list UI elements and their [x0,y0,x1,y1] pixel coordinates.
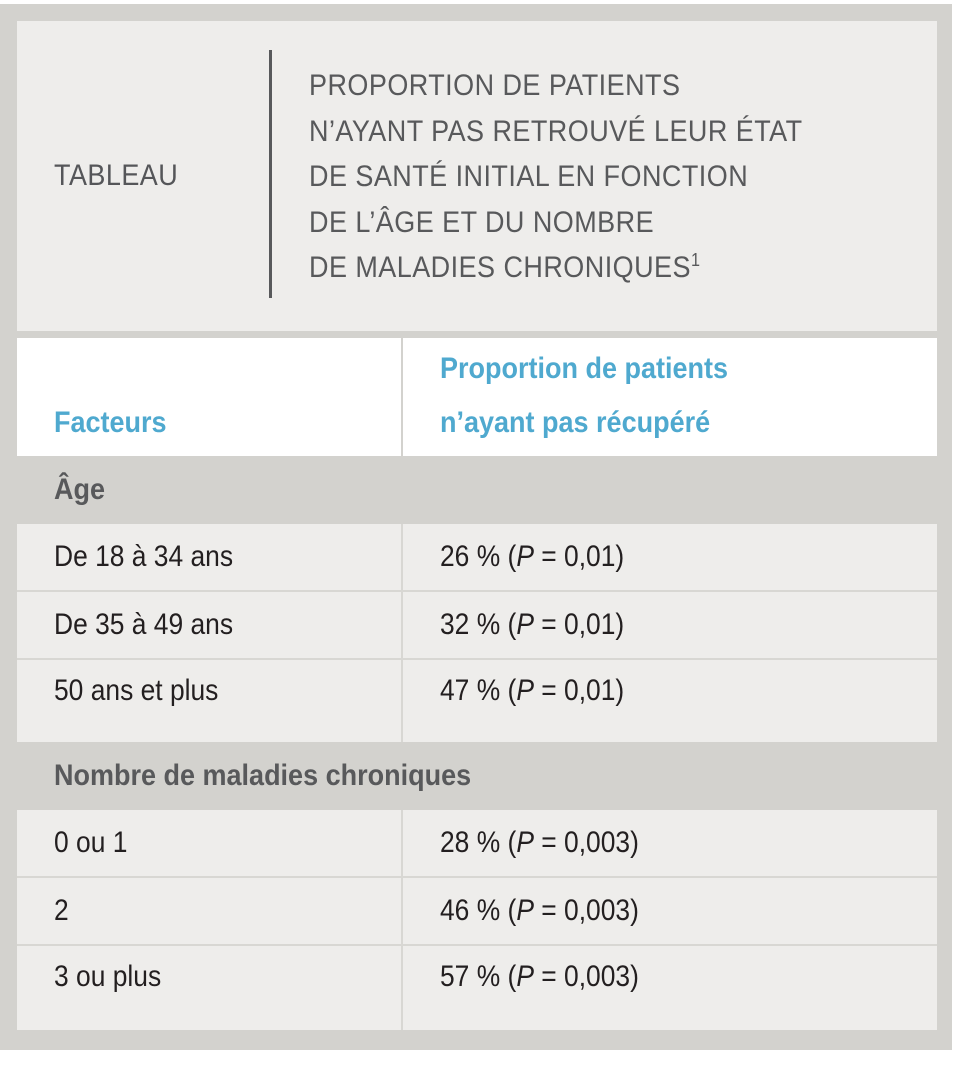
factor-cell: De 35 à 49 ans [54,608,234,641]
factor-cell: 3 ou plus [54,960,162,993]
title-line: DE SANTÉ INITIAL EN FONCTION [309,160,749,193]
factor-cell: De 18 à 34 ans [54,540,234,573]
table-frame: TABLEAU PROPORTION DE PATIENTS N’AYANT P… [0,4,952,1050]
table-row: 3 ou plus 57 % (P = 0,003) [17,946,937,1030]
table-title: PROPORTION DE PATIENTS N’AYANT PAS RETRO… [309,63,867,291]
column-header-proportion-2: n’ayant pas récupéré [440,406,711,439]
table-row: De 18 à 34 ans 26 % (P = 0,01) [17,524,937,592]
table-row: De 35 à 49 ans 32 % (P = 0,01) [17,592,937,660]
data-table: TABLEAU PROPORTION DE PATIENTS N’AYANT P… [17,21,937,1030]
table-row: 2 46 % (P = 0,003) [17,878,937,946]
value-cell: 47 % (P = 0,01) [440,674,625,707]
column-header-factors: Facteurs [54,406,167,439]
value-cell: 26 % (P = 0,01) [440,540,625,573]
value-cell: 57 % (P = 0,003) [440,960,639,993]
value-cell: 46 % (P = 0,003) [440,894,639,927]
table-header: TABLEAU PROPORTION DE PATIENTS N’AYANT P… [17,21,937,331]
table-label: TABLEAU [54,159,179,192]
title-line: DE L’ÂGE ET DU NOMBRE [309,205,655,239]
column-header-proportion-1: Proportion de patients [440,352,729,385]
factor-cell: 0 ou 1 [54,826,128,859]
footnote-ref: 1 [690,250,701,270]
section-header-age: Âge [17,456,937,524]
title-line: DE MALADIES CHRONIQUES1 [309,250,701,284]
table-row: 50 ans et plus 47 % (P = 0,01) [17,660,937,742]
header-divider [269,50,272,298]
value-cell: 28 % (P = 0,003) [440,826,639,859]
factor-cell: 50 ans et plus [54,674,219,707]
factor-cell: 2 [54,894,69,927]
value-cell: 32 % (P = 0,01) [440,608,625,641]
title-line: PROPORTION DE PATIENTS [309,69,681,102]
section-header-chronic: Nombre de maladies chroniques [17,742,937,810]
column-headers: Facteurs Proportion de patients n’ayant … [17,338,937,456]
table-row: 0 ou 1 28 % (P = 0,003) [17,810,937,878]
title-line: N’AYANT PAS RETROUVÉ LEUR ÉTAT [309,114,803,148]
